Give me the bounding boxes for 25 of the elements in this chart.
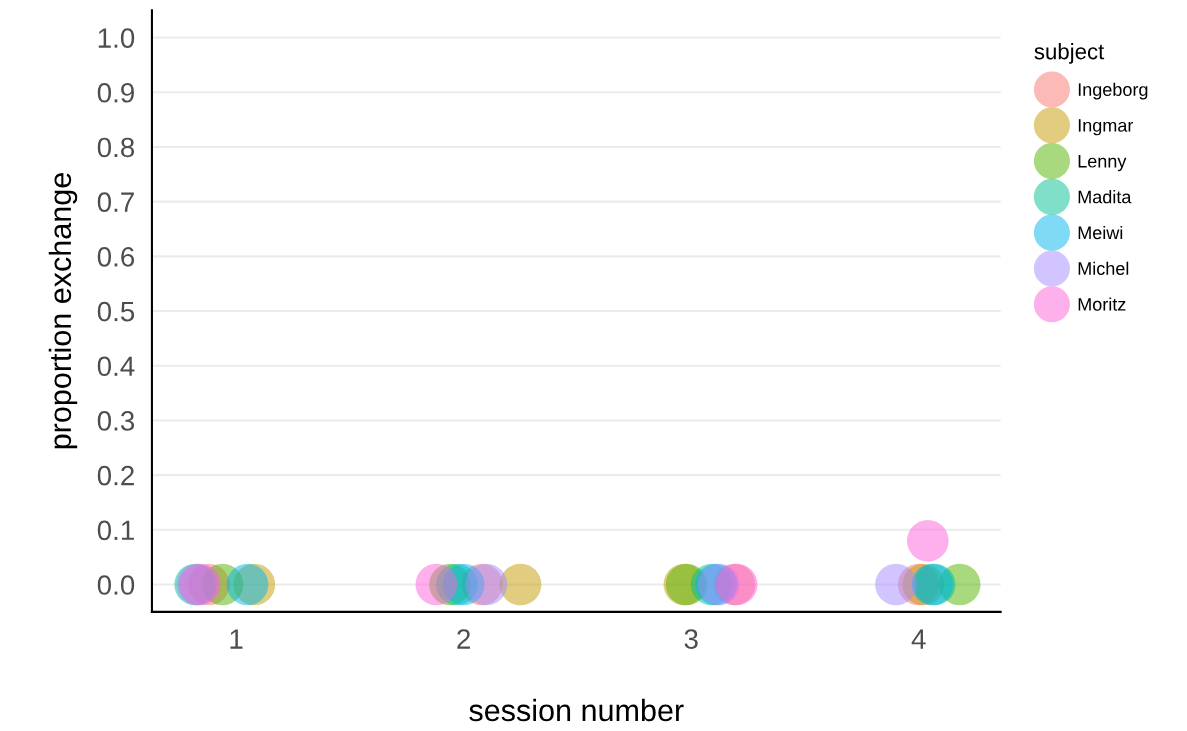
y-tick-label: 0.2 [97, 465, 134, 486]
x-tick-label: 3 [684, 629, 698, 649]
y-tick-label: 0.0 [97, 575, 135, 595]
y-tick-label: 1.0 [98, 28, 135, 48]
legend-title: subject [1034, 43, 1105, 64]
x-tick-label: 1 [230, 629, 243, 649]
y-tick-label: 0.7 [97, 192, 134, 212]
x-axis-title: session number [469, 698, 684, 722]
y-tick-label: 0.5 [97, 301, 135, 322]
y-axis-title: proportion exchange [48, 173, 78, 449]
y-tick-label: 0.1 [97, 520, 134, 541]
y-tick-label: 0.6 [97, 247, 135, 267]
y-tick-label: 0.8 [97, 137, 135, 158]
legend-label: Madita [1078, 190, 1132, 204]
legend-label: Moritz [1078, 297, 1126, 311]
y-tick-label: 0.9 [97, 82, 134, 103]
legend-label: Ingmar [1078, 119, 1134, 136]
x-tick-label: 4 [911, 629, 926, 649]
legend-label: Meiwi [1078, 225, 1123, 240]
y-tick-label: 0.3 [97, 411, 135, 431]
x-tick-label: 2 [457, 629, 470, 649]
legend-label: Ingeborg [1078, 82, 1148, 100]
y-tick-label: 0.4 [97, 356, 135, 377]
legend-label: Michel [1078, 261, 1129, 275]
legend-label: Lenny [1078, 154, 1127, 172]
